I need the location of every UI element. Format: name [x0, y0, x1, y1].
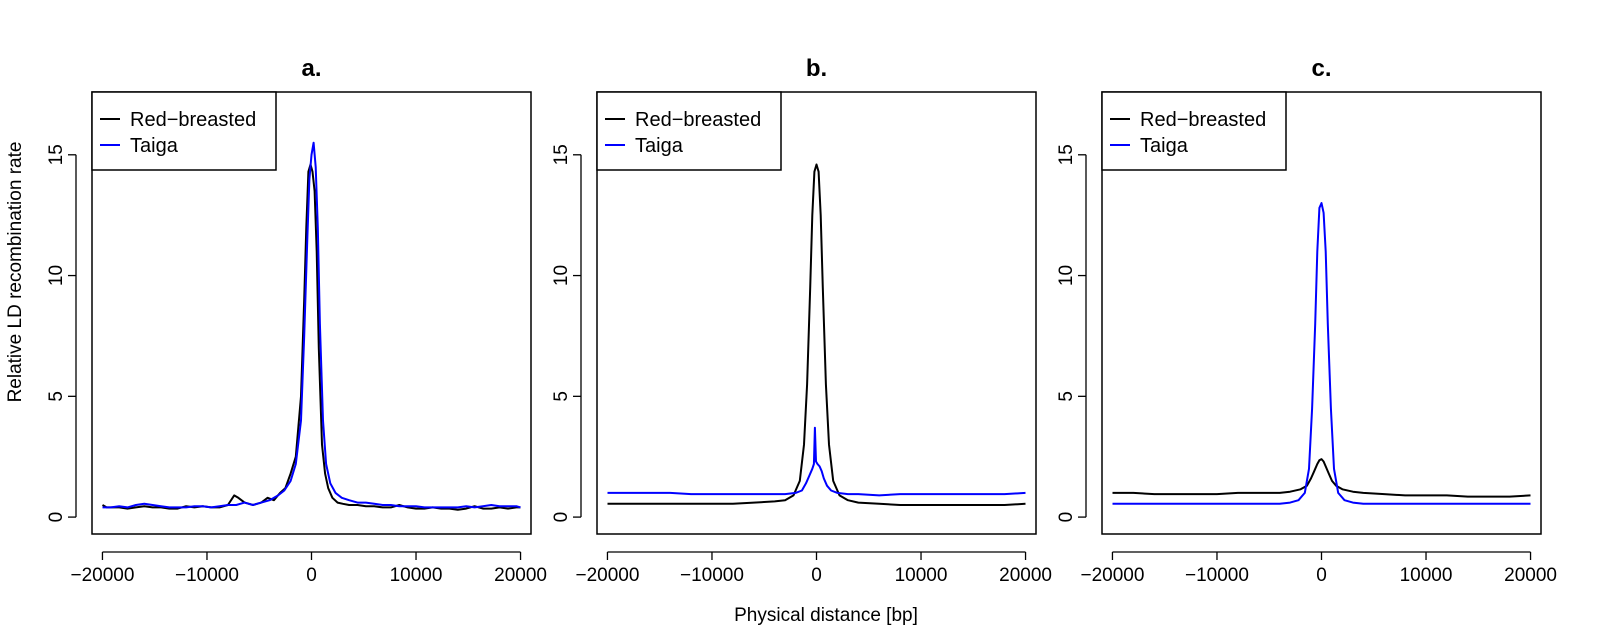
legend-box — [91, 91, 277, 171]
x-axis-label: Physical distance [bp] — [734, 605, 918, 626]
x-tick-label: −10000 — [175, 565, 239, 586]
x-tick-label: 0 — [811, 565, 822, 586]
x-tick-label: 20000 — [494, 565, 547, 586]
x-tick-label: −20000 — [575, 565, 639, 586]
x-tick-label: −10000 — [680, 565, 744, 586]
y-tick-label: 5 — [46, 391, 67, 402]
legend-entry: Red−breasted — [635, 109, 761, 131]
panel-title: a. — [301, 55, 321, 82]
legend-box — [596, 91, 782, 171]
panel-1: a. −20000 −10000 0 10000 20000 0 5 10 15 Red−breas… — [46, 55, 547, 586]
y-tick-label: 10 — [1056, 265, 1077, 286]
x-tick-label: 10000 — [895, 565, 948, 586]
y-tick-label: 10 — [46, 265, 67, 286]
series-line-taiga — [102, 141, 521, 509]
y-axis-label: Relative LD recombination rate — [5, 142, 26, 403]
y-tick-label: 5 — [551, 391, 572, 402]
legend-entry: Red−breasted — [130, 109, 256, 131]
y-tick-label: 0 — [46, 512, 67, 523]
y-tick-label: 0 — [551, 512, 572, 523]
y-tick-label: 0 — [1056, 512, 1077, 523]
y-tick-label: 15 — [46, 144, 67, 165]
panel-title: c. — [1311, 55, 1331, 82]
x-tick-label: 10000 — [390, 565, 443, 586]
x-tick-label: 0 — [306, 565, 317, 586]
x-tick-label: −20000 — [1080, 565, 1144, 586]
legend: Red−breasted Taiga — [596, 91, 782, 171]
panel-title: b. — [806, 55, 827, 82]
y-tick-label: 10 — [551, 265, 572, 286]
series-line-red-breasted — [607, 163, 1026, 506]
legend-entry: Taiga — [130, 135, 179, 157]
chart-panels: a.−20000 −10000 0 10000 20000051015Red−breas… — [46, 55, 1557, 586]
legend: Red−breasted Taiga — [1101, 91, 1287, 171]
plot-frame — [91, 91, 532, 535]
legend-entry: Taiga — [1140, 135, 1189, 157]
legend-entry: Taiga — [635, 135, 684, 157]
series-line-taiga — [607, 426, 1026, 497]
x-tick-label: −20000 — [70, 565, 134, 586]
x-tick-label: 20000 — [1504, 565, 1557, 586]
y-tick-label: 5 — [1056, 391, 1077, 402]
x-tick-label: 10000 — [1400, 565, 1453, 586]
panel-3: c. −20000 −10000 0 10000 20000 0 5 10 15 Red−breas… — [1056, 55, 1557, 586]
x-tick-label: 20000 — [999, 565, 1052, 586]
y-tick-label: 15 — [1056, 144, 1077, 165]
x-tick-label: 0 — [1316, 565, 1327, 586]
plot-frame — [1101, 91, 1542, 535]
legend: Red−breasted Taiga — [91, 91, 277, 171]
legend-entry: Red−breasted — [1140, 109, 1266, 131]
panel-2: b. −20000 −10000 0 10000 20000 0 5 10 15 Red−breas… — [551, 55, 1052, 586]
plot-frame — [596, 91, 1037, 535]
series-line-taiga — [1112, 202, 1531, 505]
legend-box — [1101, 91, 1287, 171]
y-tick-label: 15 — [551, 144, 572, 165]
series-line-red-breasted — [1112, 458, 1531, 498]
x-tick-label: −10000 — [1185, 565, 1249, 586]
series-line-red-breasted — [101, 163, 521, 511]
